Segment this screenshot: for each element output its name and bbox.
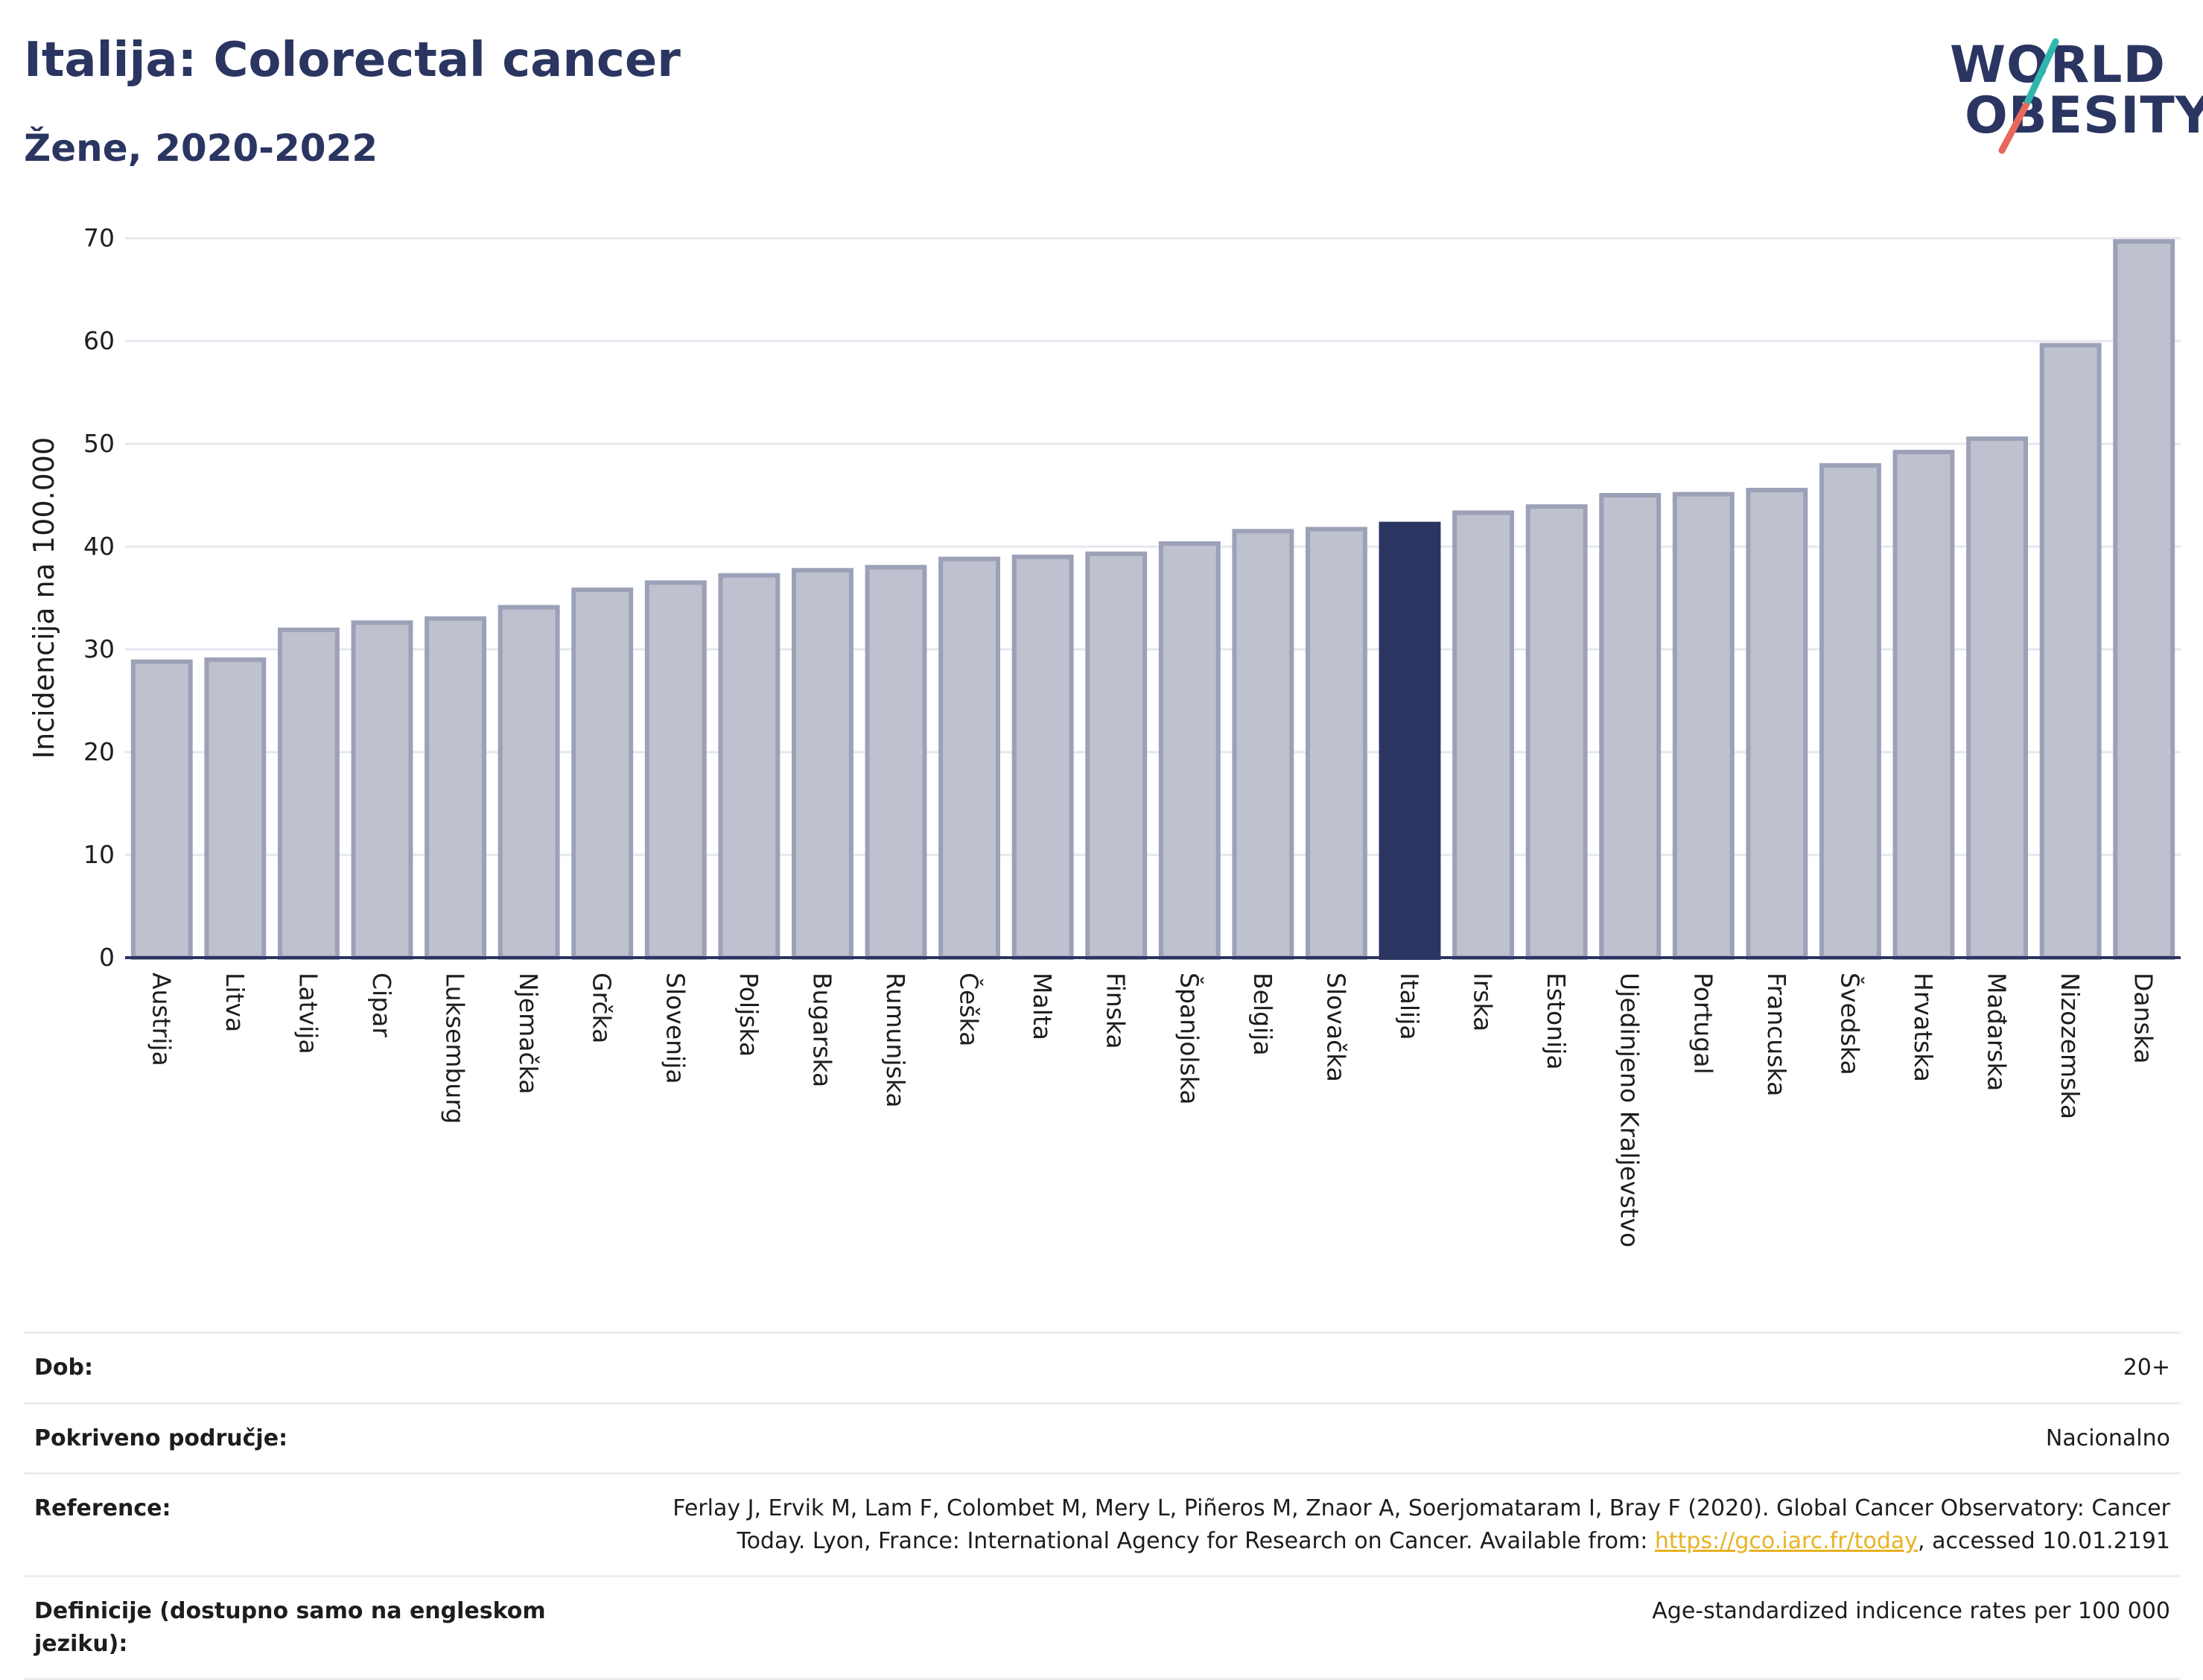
x-tick-label: Bugarska: [807, 973, 836, 1087]
x-tick-label: Španjolska: [1174, 973, 1204, 1105]
bar-njemačka: [497, 605, 560, 960]
bar-španjolska: [1158, 541, 1221, 960]
bar-chart: 0 10 20 30 40 50 60 70 Incidencija na 100.000 Aus…: [28, 223, 2181, 1247]
x-tick-label: Hrvatska: [1909, 973, 1938, 1082]
bar-francuska: [1746, 488, 1808, 960]
x-tick-label: Danska: [2129, 973, 2158, 1064]
info-label-reference: Reference:: [34, 1495, 171, 1521]
y-axis-label: Incidencija na 100.000: [28, 437, 60, 759]
x-tick-label: Rumunjska: [881, 973, 910, 1107]
x-tick-label: Slovenija: [661, 973, 690, 1084]
bar-bugarska: [791, 567, 853, 960]
info-value-age: 20+: [2123, 1355, 2170, 1381]
x-tick-label: Njemačka: [514, 973, 543, 1094]
x-tick-label: Malta: [1028, 973, 1057, 1040]
bar-mađarska: [1966, 436, 2029, 960]
reference-text: Ferlay J, Ervik M, Lam F, Colombet M, Me…: [673, 1495, 2170, 1554]
x-tick-label: Slovačka: [1321, 973, 1350, 1082]
info-value-reference: Ferlay J, Ervik M, Lam F, Colombet M, Me…: [596, 1474, 2181, 1575]
reference-link[interactable]: https://gco.iarc.fr/today: [1654, 1527, 1919, 1554]
bar-litva: [204, 657, 267, 960]
x-tick-label: Portugal: [1688, 973, 1717, 1075]
y-tick-label: 30: [83, 634, 115, 664]
bar-belgija: [1232, 529, 1294, 960]
bar-švedska: [1819, 462, 1881, 960]
bar-grčka: [571, 587, 634, 961]
bar-ujedinjeno-kraljevstvo: [1599, 493, 1662, 960]
y-tick-label: 50: [83, 429, 115, 458]
x-tick-label: Švedska: [1835, 973, 1865, 1075]
bar-poljska: [718, 573, 781, 960]
page-title: Italija: Colorectal cancer: [24, 33, 681, 88]
bar-irska: [1452, 510, 1515, 960]
bar-rumunjska: [865, 564, 927, 960]
info-row-reference: Reference: Ferlay J, Ervik M, Lam F, Col…: [24, 1472, 2181, 1575]
page-subtitle: Žene, 2020-2022: [24, 127, 378, 170]
bar-cipar: [351, 620, 413, 960]
x-tick-label: Grčka: [588, 973, 617, 1043]
info-label-age: Dob:: [34, 1355, 93, 1381]
x-tick-label: Cipar: [367, 973, 396, 1037]
info-table: Dob: 20+ Pokriveno područje: Nacionalno …: [24, 1331, 2181, 1680]
x-tick-label: Estonija: [1542, 973, 1571, 1070]
bar-danska: [2113, 239, 2175, 960]
bar-luksemburg: [425, 616, 487, 960]
info-label-definitions: Definicije (dostupno samo na engleskom j…: [34, 1598, 546, 1657]
bar-latvija: [277, 627, 340, 961]
x-tick-label: Latvija: [293, 973, 322, 1054]
y-tick-label: 0: [99, 943, 115, 972]
x-tick-label: Italija: [1395, 973, 1424, 1040]
x-tick-label: Luksemburg: [441, 973, 470, 1124]
info-row-definitions: Definicije (dostupno samo na engleskom j…: [24, 1575, 2181, 1680]
x-tick-label: Francuska: [1762, 973, 1791, 1096]
labels: 0 10 20 30 40 50 60 70 Incidencija na 100.000 Aus…: [28, 223, 2158, 1247]
bar-slovenija: [644, 580, 707, 960]
bar-češka: [938, 556, 1001, 960]
bar-finska: [1085, 551, 1148, 960]
bars: [130, 239, 2175, 961]
reference-accessed: , accessed 10.01.2191: [1918, 1527, 2170, 1554]
x-tick-label: Češka: [955, 973, 985, 1046]
x-tick-label: Nizozemska: [2056, 973, 2085, 1119]
x-tick-label: Mađarska: [1983, 973, 2012, 1091]
x-tick-label: Litva: [220, 973, 249, 1032]
bar-austrija: [130, 659, 193, 960]
info-row-age: Dob: 20+: [24, 1331, 2181, 1402]
info-row-coverage: Pokriveno područje: Nacionalno: [24, 1401, 2181, 1473]
logo-line-2: OBESITY: [1965, 86, 2203, 145]
info-value-definitions: Age-standardized indicence rates per 100…: [1652, 1598, 2170, 1624]
y-tick-label: 40: [83, 532, 115, 561]
bar-portugal: [1672, 491, 1735, 960]
bar-slovačka: [1305, 526, 1367, 960]
info-value-coverage: Nacionalno: [2045, 1425, 2170, 1451]
y-tick-label: 10: [83, 840, 115, 869]
bar-hrvatska: [1892, 450, 1955, 960]
logo-slash-icon: [1998, 38, 2059, 154]
x-tick-label: Belgija: [1248, 973, 1277, 1056]
x-tick-label: Irska: [1469, 973, 1498, 1031]
bar-estonija: [1525, 504, 1588, 960]
bar-italija: [1379, 521, 1441, 960]
info-label-coverage: Pokriveno područje:: [34, 1425, 288, 1451]
bar-malta: [1011, 554, 1074, 960]
x-tick-label: Finska: [1102, 973, 1131, 1049]
x-tick-label: Poljska: [734, 973, 763, 1057]
y-tick-label: 70: [83, 223, 115, 252]
bar-nizozemska: [2039, 343, 2102, 960]
y-tick-label: 60: [83, 326, 115, 355]
y-tick-label: 20: [83, 737, 115, 766]
x-tick-label: Ujedinjeno Kraljevstvo: [1615, 973, 1644, 1247]
x-tick-label: Austrija: [147, 973, 176, 1066]
logo-line-1: WORLD: [1950, 36, 2166, 95]
world-obesity-logo: WORLD OBESITY: [1944, 36, 2203, 156]
